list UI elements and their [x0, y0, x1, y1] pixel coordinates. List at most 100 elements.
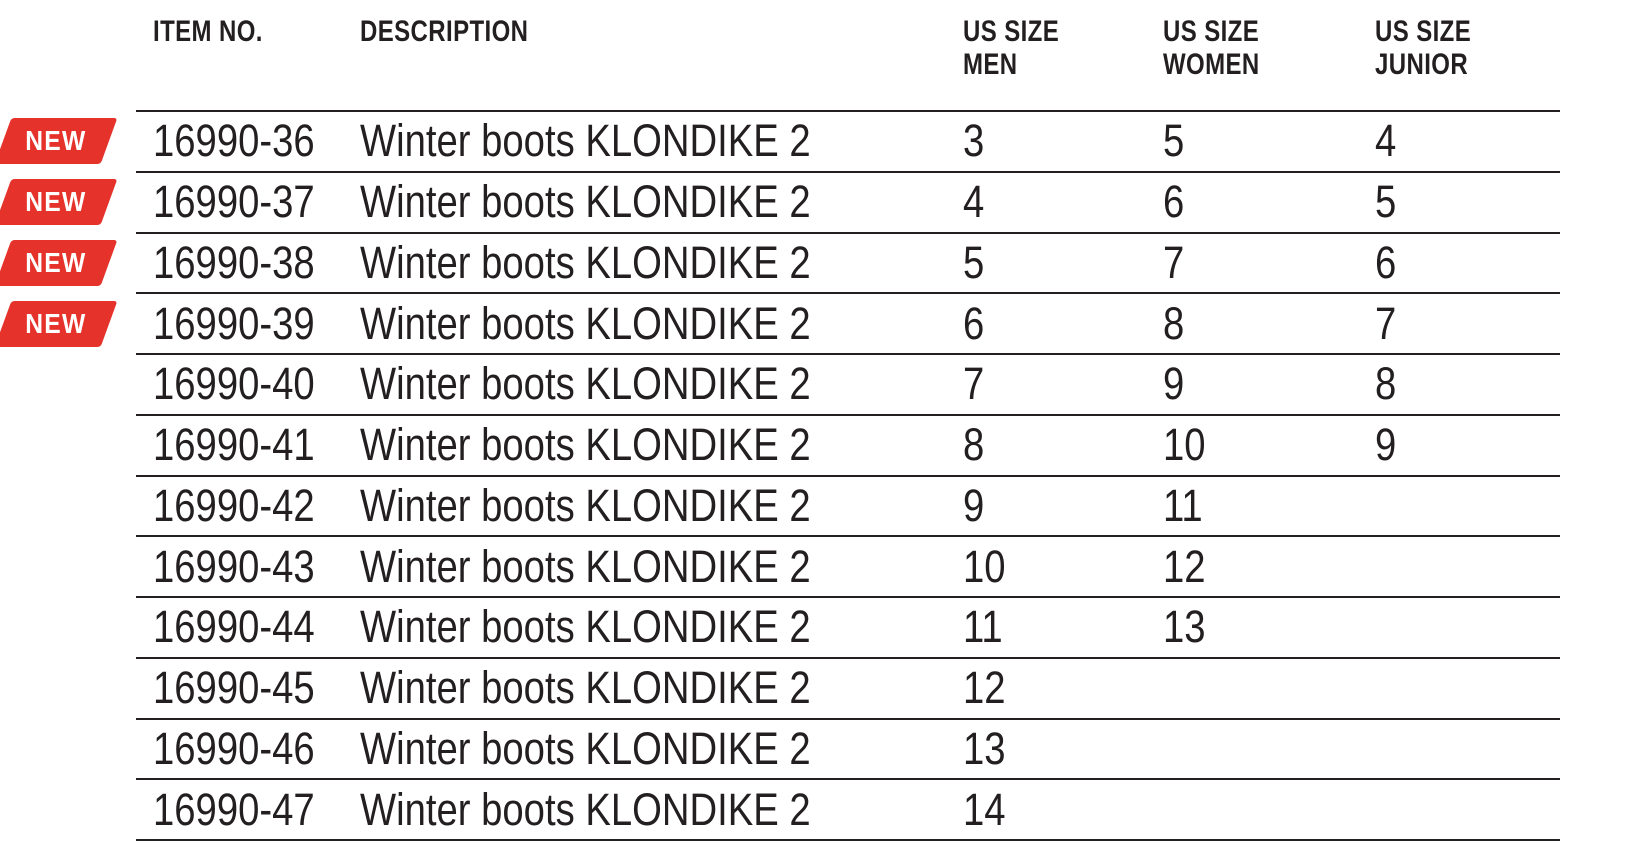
us-size-men-cell: 8 — [963, 413, 1163, 476]
us-size-junior-cell — [1375, 656, 1560, 719]
new-badge-label-wrap: NEW — [3, 118, 109, 164]
description-value: Winter boots KLONDIKE 2 — [360, 419, 811, 471]
table-row: NEW 16990-36 Winter boots KLONDIKE 2 3 5… — [0, 110, 1560, 172]
us-size-women-value: 10 — [1163, 419, 1206, 471]
us-size-junior-value: 7 — [1375, 297, 1397, 349]
us-size-men-cell: 13 — [963, 717, 1163, 780]
us-size-men-value: 7 — [963, 358, 985, 410]
us-size-junior-cell — [1375, 778, 1560, 841]
us-size-women-cell: 8 — [1163, 292, 1375, 354]
description-value: Winter boots KLONDIKE 2 — [360, 540, 811, 592]
us-size-women-value: 6 — [1163, 176, 1185, 228]
table-row: NEW 16990-39 Winter boots KLONDIKE 2 6 8… — [0, 292, 1560, 354]
new-badge-label-wrap: NEW — [3, 240, 109, 286]
description-value: Winter boots KLONDIKE 2 — [360, 236, 811, 288]
us-size-men-value: 10 — [963, 540, 1006, 592]
item-no-value: 16990-46 — [153, 722, 315, 774]
us-size-women-value: 13 — [1163, 601, 1206, 653]
item-no-cell: 16990-46 — [136, 717, 360, 780]
table-row: 16990-42 Winter boots KLONDIKE 2 9 11 — [136, 474, 1560, 537]
description-value: Winter boots KLONDIKE 2 — [360, 662, 811, 714]
new-badge: NEW — [0, 300, 118, 347]
item-no-value: 16990-44 — [153, 601, 315, 653]
item-no-cell: 16990-45 — [136, 656, 360, 719]
new-badge: NEW — [0, 179, 118, 226]
description-cell: Winter boots KLONDIKE 2 — [360, 778, 963, 841]
us-size-men-cell: 11 — [963, 596, 1163, 658]
column-header-us-size-junior-label: US SIZE JUNIOR — [1375, 15, 1472, 81]
us-size-women-cell — [1163, 656, 1375, 719]
us-size-men-cell: 7 — [963, 353, 1163, 415]
us-size-women-cell: 13 — [1163, 596, 1375, 658]
us-size-women-value: 7 — [1163, 236, 1185, 288]
item-no-value: 16990-40 — [153, 358, 315, 410]
table-row: 16990-43 Winter boots KLONDIKE 2 10 12 — [136, 535, 1560, 597]
column-header-us-size-women-label: US SIZE WOMEN — [1163, 15, 1260, 81]
us-size-men-cell: 14 — [963, 778, 1163, 841]
item-no-value: 16990-36 — [153, 115, 315, 167]
item-no-cell: 16990-44 — [136, 596, 360, 658]
us-size-women-value: 12 — [1163, 540, 1206, 592]
description-value: Winter boots KLONDIKE 2 — [360, 722, 811, 774]
description-cell: Winter boots KLONDIKE 2 — [360, 353, 963, 415]
column-header-us-size-men: US SIZE MEN — [963, 0, 1163, 112]
us-size-women-cell — [1163, 717, 1375, 780]
item-no-cell: NEW 16990-36 — [0, 110, 360, 172]
column-header-item-no: ITEM NO. — [136, 0, 360, 112]
us-size-men-value: 6 — [963, 297, 985, 349]
size-table-body: NEW 16990-36 Winter boots KLONDIKE 2 3 5… — [0, 110, 1560, 841]
us-size-men-value: 5 — [963, 236, 985, 288]
item-no-cell: 16990-41 — [136, 413, 360, 476]
description-value: Winter boots KLONDIKE 2 — [360, 783, 811, 835]
us-size-junior-cell — [1375, 474, 1560, 537]
product-size-sheet: ITEM NO. DESCRIPTION US SIZE MEN US SIZE… — [0, 0, 1560, 841]
description-value: Winter boots KLONDIKE 2 — [360, 601, 811, 653]
table-row: 16990-45 Winter boots KLONDIKE 2 12 — [136, 656, 1560, 719]
us-size-men-value: 8 — [963, 419, 985, 471]
us-size-men-cell: 10 — [963, 535, 1163, 597]
us-size-men-cell: 5 — [963, 231, 1163, 294]
us-size-men-value: 9 — [963, 479, 985, 531]
item-no-value: 16990-43 — [153, 540, 315, 592]
table-row: 16990-46 Winter boots KLONDIKE 2 13 — [136, 717, 1560, 780]
us-size-men-value: 14 — [963, 783, 1006, 835]
description-value: Winter boots KLONDIKE 2 — [360, 297, 811, 349]
us-size-men-cell: 4 — [963, 170, 1163, 233]
us-size-junior-cell: 9 — [1375, 413, 1560, 476]
us-size-women-cell: 7 — [1163, 231, 1375, 294]
table-row: 16990-44 Winter boots KLONDIKE 2 11 13 — [136, 596, 1560, 658]
description-cell: Winter boots KLONDIKE 2 — [360, 474, 963, 537]
description-cell: Winter boots KLONDIKE 2 — [360, 596, 963, 658]
us-size-men-cell: 12 — [963, 656, 1163, 719]
us-size-men-cell: 6 — [963, 292, 1163, 354]
item-no-cell: 16990-43 — [136, 535, 360, 597]
description-value: Winter boots KLONDIKE 2 — [360, 115, 811, 167]
item-no-value: 16990-47 — [153, 783, 315, 835]
table-row: 16990-40 Winter boots KLONDIKE 2 7 9 8 — [136, 353, 1560, 415]
new-badge-label: NEW — [25, 125, 87, 157]
item-no-value: 16990-38 — [153, 236, 315, 288]
new-badge-label-wrap: NEW — [3, 301, 109, 347]
new-badge-label: NEW — [25, 246, 87, 278]
us-size-women-cell: 5 — [1163, 110, 1375, 172]
us-size-women-cell: 9 — [1163, 353, 1375, 415]
us-size-women-value: 8 — [1163, 297, 1185, 349]
description-value: Winter boots KLONDIKE 2 — [360, 479, 811, 531]
item-no-cell: 16990-47 — [136, 778, 360, 841]
us-size-junior-cell: 8 — [1375, 353, 1560, 415]
item-no-value: 16990-41 — [153, 419, 315, 471]
new-badge: NEW — [0, 118, 118, 165]
us-size-junior-cell: 6 — [1375, 231, 1560, 294]
column-header-description: DESCRIPTION — [360, 0, 963, 112]
us-size-junior-cell — [1375, 535, 1560, 597]
description-value: Winter boots KLONDIKE 2 — [360, 358, 811, 410]
us-size-junior-value: 8 — [1375, 358, 1397, 410]
us-size-men-cell: 3 — [963, 110, 1163, 172]
column-header-us-size-men-label: US SIZE MEN — [963, 15, 1060, 81]
table-row: NEW 16990-38 Winter boots KLONDIKE 2 5 7… — [0, 231, 1560, 294]
item-no-value: 16990-42 — [153, 479, 315, 531]
new-badge-label: NEW — [25, 307, 87, 339]
us-size-junior-value: 6 — [1375, 236, 1397, 288]
us-size-junior-value: 5 — [1375, 176, 1397, 228]
us-size-men-value: 11 — [963, 601, 1003, 653]
